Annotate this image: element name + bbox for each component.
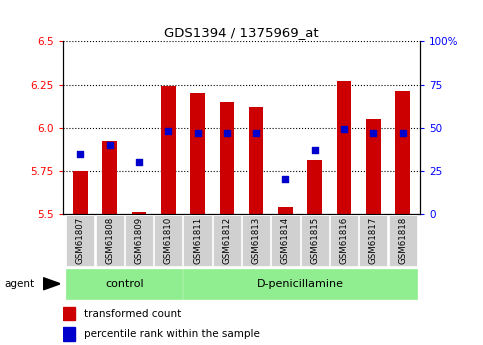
Bar (366, 119, 381, 214)
Bar (190, 93, 205, 214)
Point (164, 128, 172, 134)
Point (135, 159, 143, 165)
Text: GSM61813: GSM61813 (252, 217, 261, 264)
FancyBboxPatch shape (242, 215, 270, 266)
Bar (278, 207, 293, 214)
Point (311, 147, 319, 153)
Text: GSM61807: GSM61807 (76, 217, 85, 264)
Point (223, 130, 231, 136)
Point (76, 151, 84, 156)
Point (399, 130, 407, 136)
Bar (73, 171, 88, 214)
Text: GSM61810: GSM61810 (164, 217, 173, 264)
Point (194, 130, 201, 136)
FancyBboxPatch shape (154, 215, 182, 266)
Text: control: control (105, 279, 143, 289)
Text: GSM61809: GSM61809 (134, 217, 143, 264)
Title: GDS1394 / 1375969_at: GDS1394 / 1375969_at (164, 26, 319, 39)
FancyBboxPatch shape (184, 215, 212, 266)
Text: GSM61816: GSM61816 (340, 217, 349, 264)
Text: GSM61815: GSM61815 (310, 217, 319, 264)
Text: transformed count: transformed count (84, 309, 182, 318)
Bar (249, 107, 263, 214)
Text: GSM61817: GSM61817 (369, 217, 378, 264)
Bar (63, 327, 75, 341)
Text: GSM61814: GSM61814 (281, 217, 290, 264)
Polygon shape (43, 278, 60, 290)
Bar (307, 160, 322, 214)
FancyBboxPatch shape (96, 215, 124, 266)
Point (106, 142, 114, 148)
Text: percentile rank within the sample: percentile rank within the sample (84, 329, 260, 339)
FancyBboxPatch shape (330, 215, 358, 266)
FancyBboxPatch shape (301, 215, 329, 266)
Bar (395, 91, 410, 214)
Text: GSM61811: GSM61811 (193, 217, 202, 264)
FancyBboxPatch shape (271, 215, 299, 266)
Point (340, 127, 348, 132)
Bar (337, 81, 351, 214)
Bar (132, 212, 146, 214)
FancyBboxPatch shape (125, 215, 153, 266)
Bar (220, 102, 234, 214)
Bar (63, 307, 75, 320)
FancyBboxPatch shape (66, 269, 182, 298)
Text: D-penicillamine: D-penicillamine (256, 279, 343, 289)
FancyBboxPatch shape (213, 215, 241, 266)
Text: GSM61812: GSM61812 (222, 217, 231, 264)
FancyBboxPatch shape (359, 215, 387, 266)
Point (282, 177, 289, 182)
Bar (102, 141, 117, 214)
Bar (161, 86, 176, 214)
FancyBboxPatch shape (388, 215, 417, 266)
FancyBboxPatch shape (184, 269, 417, 298)
Point (369, 130, 377, 136)
Text: GSM61808: GSM61808 (105, 217, 114, 264)
Text: GSM61818: GSM61818 (398, 217, 407, 264)
FancyBboxPatch shape (66, 215, 95, 266)
Point (252, 130, 260, 136)
Text: agent: agent (5, 279, 35, 289)
